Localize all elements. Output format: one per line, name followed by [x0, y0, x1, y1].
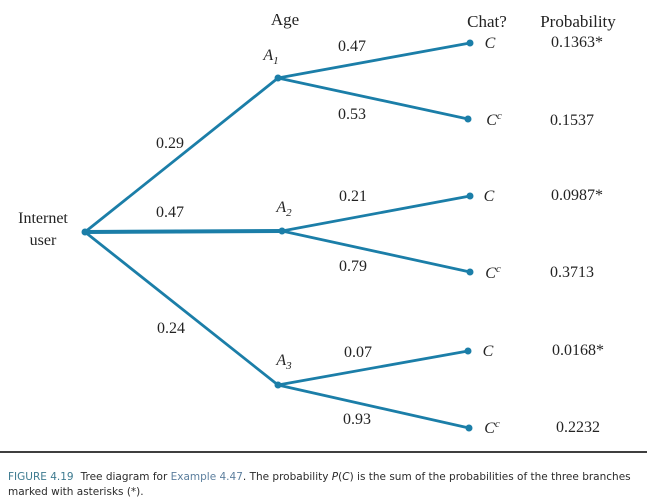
leaf-dot-cc3: [465, 424, 473, 432]
leaf-dot-c1: [466, 39, 474, 47]
leaf-label-cc1: Cc: [486, 109, 502, 130]
node-dot-a2: [278, 227, 286, 235]
final-prob-cc1: 0.1537: [550, 112, 594, 129]
branch-line-a3-cc: [276, 383, 471, 430]
branch-line-root-a1: [83, 76, 280, 234]
caption-c-symbol: C: [342, 470, 350, 483]
branch-line-a2-cc: [280, 229, 472, 274]
branch-prob-a2-c: 0.21: [339, 188, 367, 205]
leaf-label-c2: C: [483, 188, 495, 206]
final-prob-cc3: 0.2232: [556, 419, 600, 436]
caption-paren-close: ): [349, 470, 354, 483]
branch-prob-a1-c: 0.47: [338, 38, 366, 55]
leaf-dot-c3: [464, 347, 472, 355]
leaf-dot-cc2: [466, 268, 474, 276]
age-node-label-a3: A3: [276, 351, 292, 373]
column-header-age: Age: [270, 10, 300, 29]
branch-prob-a3-c: 0.07: [344, 344, 372, 361]
node-dot-root: [81, 228, 89, 236]
node-dot-a3: [274, 381, 282, 389]
branch-line-root-a3: [83, 230, 280, 387]
column-header-chat: Chat?: [467, 12, 507, 31]
branch-line-a3-c: [276, 349, 470, 387]
figure-caption: FIGURE 4.19 Tree diagram for Example 4.47…: [8, 470, 632, 498]
branch-prob-a2-cc: 0.79: [339, 258, 367, 275]
branch-prob-root-a2: 0.47: [156, 204, 184, 221]
branch-line-root-a2: [83, 229, 284, 234]
column-header-probability: Probability: [540, 12, 616, 31]
caption-paren-open: (: [338, 470, 343, 483]
leaf-dot-c2: [466, 192, 474, 200]
leaf-label-cc3: Cc: [484, 417, 500, 438]
caption-text-before-link: Tree diagram for: [80, 470, 171, 483]
leaf-label-cc2: Cc: [485, 262, 501, 283]
final-prob-c1: 0.1363*: [551, 34, 603, 51]
figure-caption-label: FIGURE 4.19: [8, 470, 74, 483]
branch-line-a2-c: [280, 194, 472, 233]
branch-prob-root-a3: 0.24: [157, 320, 185, 337]
branch-prob-a3-cc: 0.93: [343, 411, 371, 428]
age-node-label-a2: A2: [276, 198, 292, 220]
root-label-line1: Internet: [18, 210, 68, 227]
node-dot-a1: [274, 74, 282, 82]
caption-p-symbol: P: [331, 470, 339, 483]
branch-prob-a1-cc: 0.53: [338, 106, 366, 123]
age-node-label-a1: A1: [263, 46, 279, 68]
final-prob-c2: 0.0987*: [551, 187, 603, 204]
leaf-label-c3: C: [482, 343, 494, 361]
branch-line-a1-c: [276, 41, 472, 80]
leaf-label-c1: C: [484, 35, 496, 53]
root-node-label: Internet user: [18, 208, 68, 252]
caption-divider: [0, 451, 647, 453]
caption-example-link[interactable]: Example 4.47: [170, 470, 243, 483]
branch-line-a1-cc: [276, 76, 470, 121]
final-prob-cc2: 0.3713: [550, 264, 594, 281]
final-prob-c3: 0.0168*: [552, 342, 604, 359]
root-label-line2: user: [29, 232, 57, 249]
branch-prob-root-a1: 0.29: [156, 135, 184, 152]
leaf-dot-cc1: [464, 115, 472, 123]
caption-text-after-link-2: is the sum of the probabilities of the t…: [8, 470, 631, 498]
caption-text-after-link-1: . The probability: [242, 470, 332, 483]
